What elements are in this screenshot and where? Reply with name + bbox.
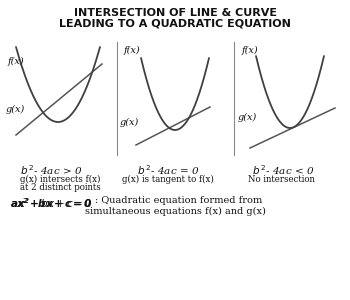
- Text: INTERSECTION OF LINE & CURVE: INTERSECTION OF LINE & CURVE: [74, 8, 276, 18]
- Text: g(x): g(x): [120, 118, 139, 127]
- Text: $b^{\,2}$- 4ac < 0: $b^{\,2}$- 4ac < 0: [252, 163, 314, 177]
- Text: $\mathbf{\mathit{ax^{2} + bx + c = 0}}$: $\mathbf{\mathit{ax^{2} + bx + c = 0}}$: [10, 196, 92, 210]
- Text: at 2 distinct points: at 2 distinct points: [20, 183, 101, 192]
- Text: $b^{\,2}$- 4ac > 0: $b^{\,2}$- 4ac > 0: [20, 163, 82, 177]
- Text: f(x): f(x): [124, 46, 141, 55]
- Text: g(x) intersects f(x): g(x) intersects f(x): [20, 175, 100, 184]
- Text: $\bfit{ax}^{\bfit{2}}\bfit{+ bx + c = 0}$: $\bfit{ax}^{\bfit{2}}\bfit{+ bx + c = 0}…: [10, 196, 92, 210]
- Text: LEADING TO A QUADRATIC EQUATION: LEADING TO A QUADRATIC EQUATION: [59, 18, 291, 28]
- Text: : Quadratic equation formed from: : Quadratic equation formed from: [95, 196, 262, 205]
- Text: No intersection: No intersection: [248, 175, 315, 184]
- Text: g(x): g(x): [238, 113, 257, 122]
- Text: g(x) is tangent to f(x): g(x) is tangent to f(x): [122, 175, 214, 184]
- Text: $b^{\,2}$- 4ac = 0: $b^{\,2}$- 4ac = 0: [137, 163, 199, 177]
- Text: simultaneous equations f(x) and g(x): simultaneous equations f(x) and g(x): [85, 207, 265, 216]
- Text: f(x): f(x): [8, 57, 25, 66]
- Text: g(x): g(x): [6, 105, 25, 114]
- Text: f(x): f(x): [242, 46, 259, 55]
